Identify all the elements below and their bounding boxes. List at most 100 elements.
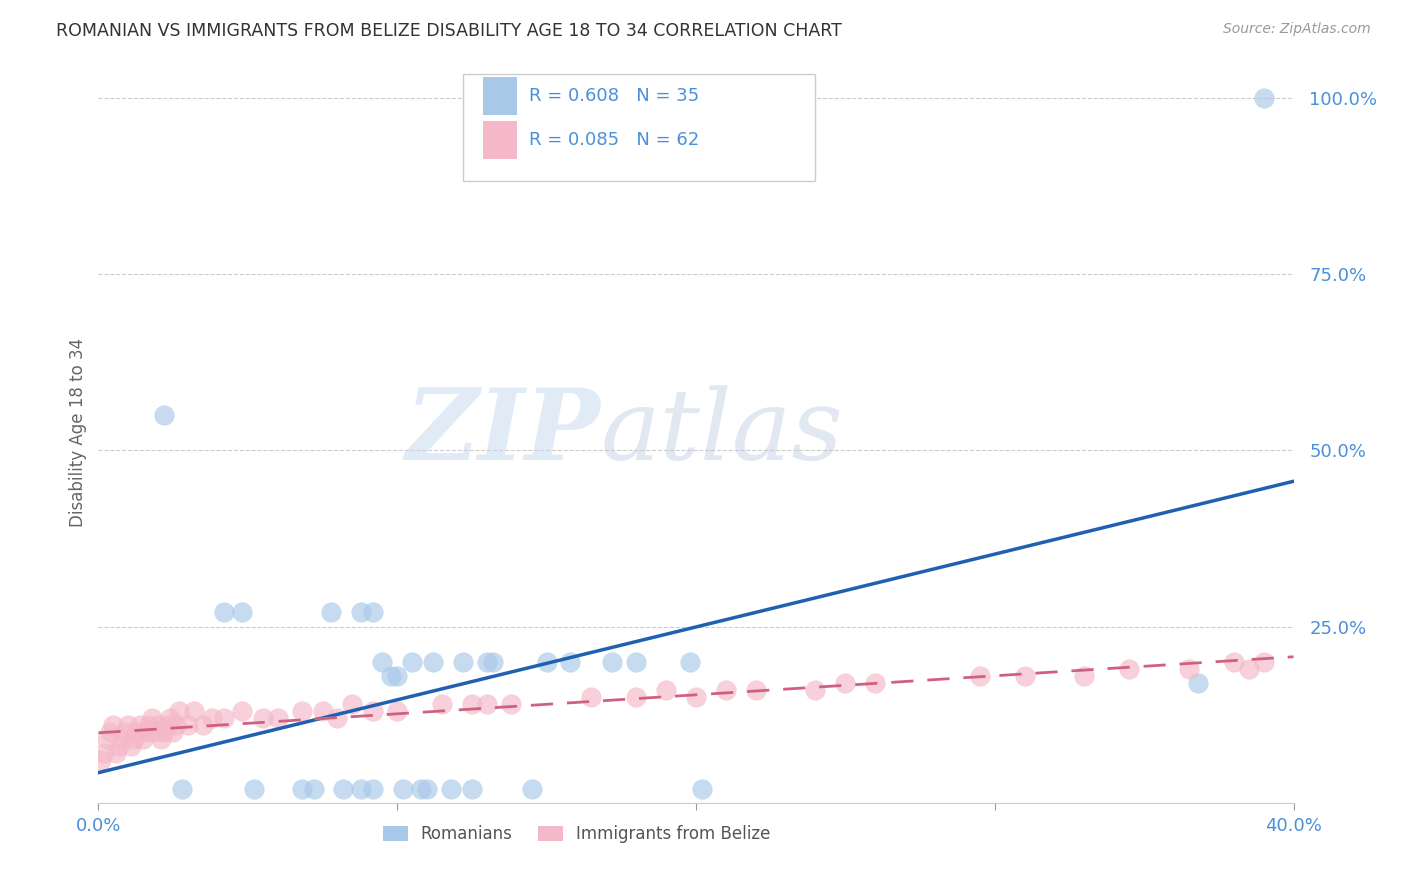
Point — [626, 655, 648, 669]
Point — [167, 704, 190, 718]
Point — [120, 739, 142, 754]
Point — [267, 711, 290, 725]
Point — [135, 725, 157, 739]
Text: R = 0.085   N = 62: R = 0.085 N = 62 — [529, 131, 699, 149]
Point — [93, 747, 115, 761]
Point — [1178, 662, 1201, 676]
Point — [183, 704, 205, 718]
Point — [679, 655, 702, 669]
Point — [416, 781, 439, 796]
Point — [212, 606, 235, 620]
Point — [380, 669, 402, 683]
Point — [243, 781, 266, 796]
Point — [461, 781, 484, 796]
Point — [385, 704, 409, 718]
Point — [475, 655, 498, 669]
Point — [321, 606, 343, 620]
Point — [1118, 662, 1140, 676]
Point — [655, 683, 678, 698]
Point — [159, 711, 181, 725]
Point — [350, 606, 373, 620]
Point — [143, 725, 166, 739]
Point — [111, 732, 134, 747]
Point — [685, 690, 707, 704]
Point — [127, 725, 149, 739]
Point — [581, 690, 603, 704]
Point — [451, 655, 474, 669]
Point — [602, 655, 624, 669]
Legend: Romanians, Immigrants from Belize: Romanians, Immigrants from Belize — [375, 819, 778, 850]
Point — [231, 704, 253, 718]
Point — [626, 690, 648, 704]
Point — [363, 606, 385, 620]
Point — [1253, 655, 1275, 669]
Point — [105, 747, 128, 761]
Point — [108, 739, 131, 754]
Point — [350, 781, 373, 796]
Point — [124, 732, 146, 747]
Point — [148, 718, 170, 732]
Point — [714, 683, 737, 698]
Text: atlas: atlas — [600, 385, 844, 480]
FancyBboxPatch shape — [463, 73, 815, 181]
Point — [745, 683, 768, 698]
Point — [440, 781, 463, 796]
Point — [1253, 91, 1275, 105]
Point — [201, 711, 224, 725]
Point — [332, 781, 354, 796]
Point — [342, 697, 364, 711]
Point — [138, 718, 160, 732]
Text: R = 0.608   N = 35: R = 0.608 N = 35 — [529, 87, 699, 105]
Point — [90, 754, 112, 768]
Point — [117, 718, 139, 732]
Point — [153, 408, 176, 422]
Point — [1014, 669, 1036, 683]
Point — [326, 711, 349, 725]
Point — [129, 718, 152, 732]
Point — [461, 697, 484, 711]
Point — [475, 697, 498, 711]
FancyBboxPatch shape — [484, 77, 517, 115]
Point — [422, 655, 444, 669]
Point — [363, 781, 385, 796]
Point — [291, 704, 314, 718]
Point — [98, 725, 122, 739]
Point — [156, 718, 179, 732]
Point — [177, 718, 200, 732]
Point — [150, 732, 173, 747]
Point — [311, 704, 333, 718]
Point — [865, 676, 887, 690]
Point — [411, 781, 433, 796]
Text: ROMANIAN VS IMMIGRANTS FROM BELIZE DISABILITY AGE 18 TO 34 CORRELATION CHART: ROMANIAN VS IMMIGRANTS FROM BELIZE DISAB… — [56, 22, 842, 40]
Point — [499, 697, 522, 711]
Point — [1223, 655, 1246, 669]
Text: Source: ZipAtlas.com: Source: ZipAtlas.com — [1223, 22, 1371, 37]
Point — [363, 704, 385, 718]
Point — [834, 676, 856, 690]
Point — [804, 683, 827, 698]
Point — [482, 655, 505, 669]
Point — [690, 781, 713, 796]
Text: ZIP: ZIP — [405, 384, 600, 481]
Y-axis label: Disability Age 18 to 34: Disability Age 18 to 34 — [69, 338, 87, 527]
FancyBboxPatch shape — [484, 120, 517, 159]
Point — [371, 655, 394, 669]
Point — [536, 655, 558, 669]
Point — [96, 732, 118, 747]
Point — [1187, 676, 1209, 690]
Point — [165, 718, 187, 732]
Point — [392, 781, 415, 796]
Point — [231, 606, 253, 620]
Point — [212, 711, 235, 725]
Point — [1237, 662, 1260, 676]
Point — [141, 711, 163, 725]
Point — [385, 669, 409, 683]
Point — [430, 697, 453, 711]
Point — [103, 718, 125, 732]
Point — [302, 781, 325, 796]
Point — [969, 669, 991, 683]
Point — [401, 655, 423, 669]
Point — [291, 781, 314, 796]
Point — [520, 781, 543, 796]
Point — [1073, 669, 1095, 683]
